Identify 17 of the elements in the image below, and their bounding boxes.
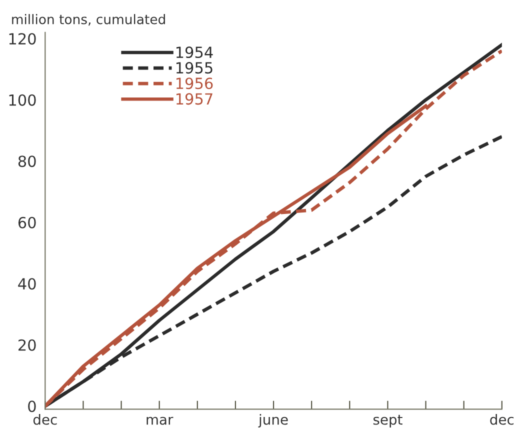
legend-label: 1955 — [176, 62, 212, 74]
legend-label: 1957 — [176, 93, 212, 105]
y-axis-title: million tons, cumulated — [12, 14, 165, 26]
x-tick-label: dec — [490, 414, 514, 425]
x-tick-label: dec — [33, 414, 57, 425]
y-tick-label: 100 — [9, 94, 36, 106]
legend-label: 1956 — [176, 78, 213, 90]
y-tick-label: 80 — [18, 156, 36, 168]
y-tick-label: 120 — [9, 33, 36, 45]
x-tick-label: june — [258, 414, 288, 428]
y-tick-label: 60 — [18, 216, 36, 228]
y-tick-label: 0 — [28, 400, 36, 412]
y-tick-label: 40 — [18, 278, 36, 290]
legend-label: 1954 — [176, 46, 213, 58]
y-tick-label: 20 — [18, 339, 36, 351]
x-tick-label: sept — [373, 414, 402, 428]
x-tick-label: mar — [146, 416, 174, 425]
